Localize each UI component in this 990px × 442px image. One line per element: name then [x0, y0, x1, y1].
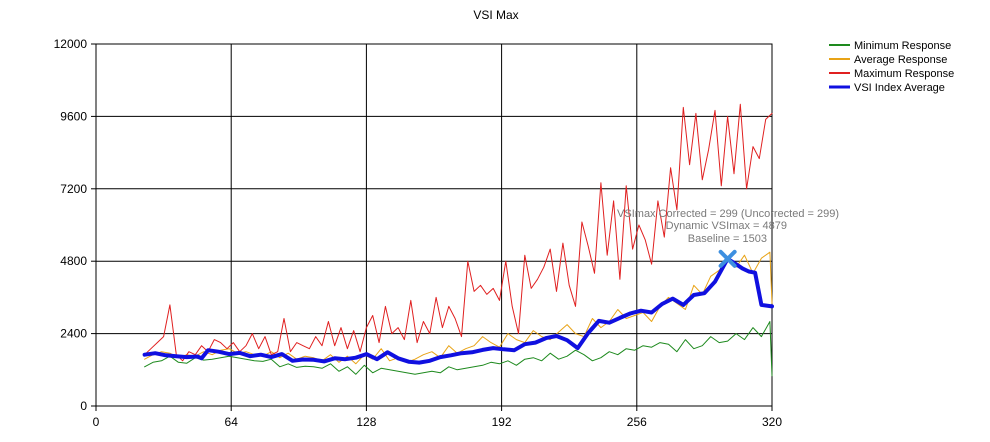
annotation-baseline: Baseline = 1503 [688, 233, 767, 245]
vsimax-marker [718, 249, 737, 268]
series-line-vsi-index-average [142, 256, 774, 365]
y-axis: 0 2400 4800 7200 9600 12000 [54, 37, 96, 413]
x-tick-label: 64 [225, 415, 239, 429]
series-lines [142, 103, 774, 377]
y-tick-label: 9600 [60, 109, 87, 123]
legend: Minimum Response Average Response Maximum … [829, 40, 954, 94]
x-tick-label: 256 [627, 415, 647, 429]
y-tick-label: 4800 [60, 254, 87, 268]
annotation-vsimax-corrected: VSImax Corrected = 299 (Uncorrected = 29… [617, 208, 839, 220]
x-tick-label: 128 [356, 415, 376, 429]
plot-area-border [95, 43, 773, 407]
y-tick-label: 0 [80, 399, 87, 413]
series-line-maximum-response [144, 103, 773, 362]
legend-label-average-response: Average Response [854, 54, 947, 66]
legend-label-minimum-response: Minimum Response [854, 40, 951, 52]
x-tick-label: 320 [762, 415, 782, 429]
vsimax-marker-layer [718, 249, 737, 268]
chart-title: VSI Max [473, 8, 518, 22]
legend-label-maximum-response: Maximum Response [854, 68, 954, 80]
y-tick-label: 7200 [60, 182, 87, 196]
series-line-minimum-response [144, 321, 773, 377]
x-tick-label: 0 [93, 415, 100, 429]
x-axis: 0 64 128 192 256 320 [93, 406, 782, 429]
legend-label-vsi-index-average: VSI Index Average [854, 82, 945, 94]
annotation-dynamic-vsimax: Dynamic VSImax = 4879 [666, 220, 787, 232]
series-line-average-response [144, 251, 773, 365]
x-tick-label: 192 [492, 415, 512, 429]
y-tick-label: 2400 [60, 327, 87, 341]
y-tick-label: 12000 [54, 37, 88, 51]
